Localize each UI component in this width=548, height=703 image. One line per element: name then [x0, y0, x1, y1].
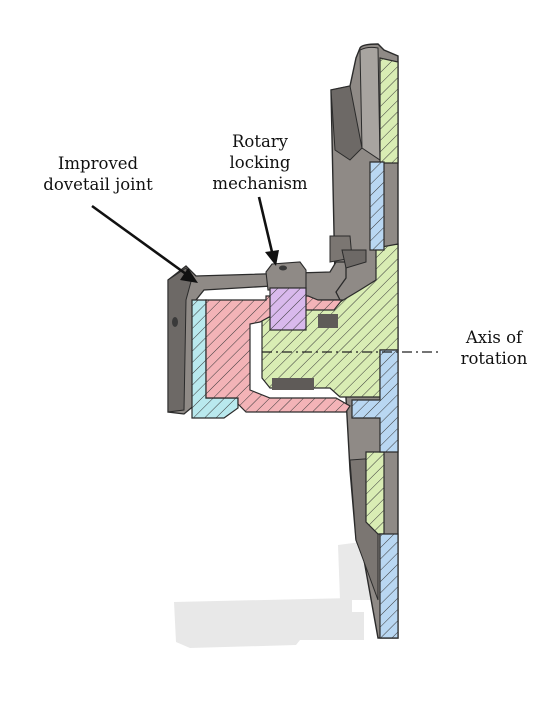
blue-section: [351, 161, 399, 639]
arrow-dovetail: [91, 204, 198, 283]
red-section: [205, 295, 351, 413]
label-rotary-locking-mechanism: Rotary locking mechanism: [212, 132, 308, 193]
label-improved-dovetail-joint: Improved dovetail joint: [43, 154, 153, 194]
label-axis-of-rotation: Axis of rotation: [460, 328, 528, 368]
locking-pin: [265, 261, 307, 331]
ground-shadow: [174, 540, 378, 648]
green-section: [261, 57, 399, 535]
arrow-rotary: [257, 196, 279, 266]
